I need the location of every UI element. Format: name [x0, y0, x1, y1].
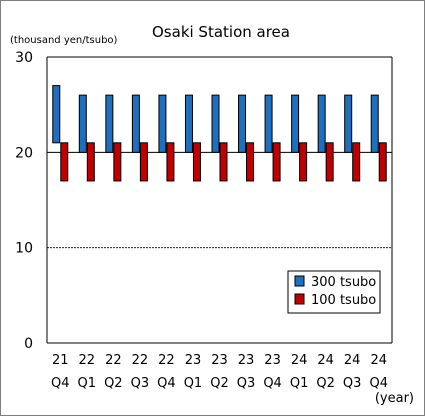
y-tick-label: 30	[15, 50, 33, 66]
x-tick-year: 24	[370, 353, 387, 368]
bar-100-tsubo	[60, 142, 69, 182]
bar-100-tsubo	[352, 142, 361, 182]
x-tick-year: 23	[211, 353, 228, 368]
y-tick-label: 10	[15, 241, 33, 257]
x-tick-year: 23	[238, 353, 255, 368]
x-tick-quarter: Q1	[290, 376, 309, 391]
x-tick-year: 24	[291, 353, 308, 368]
x-tick-quarter: Q4	[369, 376, 388, 391]
x-tick-quarter: Q3	[131, 376, 150, 391]
bar-300-tsubo	[52, 85, 61, 144]
x-tick-year: 21	[52, 353, 69, 368]
bar-100-tsubo	[86, 142, 95, 182]
bar-300-tsubo	[370, 94, 379, 153]
bar-100-tsubo	[219, 142, 228, 182]
x-axis-ticks: 21 Q4 22 Q1 22 Q2 22 Q3 22 Q4 23 Q1 23 Q2 23 Q3 23 Q4 24 Q1…	[51, 353, 388, 391]
bar-300-tsubo	[238, 94, 247, 153]
y-axis-unit-label: (thousand yen/tsubo)	[10, 35, 118, 46]
legend-label: 300 tsubo	[311, 275, 376, 290]
bar-100-tsubo	[378, 142, 387, 182]
bar-300-tsubo	[184, 94, 193, 153]
x-tick-quarter: Q2	[316, 376, 335, 391]
x-tick-quarter: Q3	[237, 376, 256, 391]
legend: 300 tsubo 100 tsubo	[287, 270, 381, 314]
legend-swatch	[294, 293, 305, 305]
x-tick-year: 22	[105, 353, 122, 368]
bar-300-tsubo	[344, 94, 353, 153]
y-tick-label: 20	[15, 145, 33, 161]
bar-100-tsubo	[113, 142, 122, 182]
bar-300-tsubo	[211, 94, 220, 153]
x-tick-quarter: Q2	[210, 376, 229, 391]
bars	[52, 85, 387, 182]
bar-300-tsubo	[105, 94, 114, 153]
x-tick-quarter: Q4	[51, 376, 70, 391]
legend-label: 100 tsubo	[311, 293, 376, 308]
x-tick-year: 23	[264, 353, 281, 368]
x-tick-quarter: Q1	[184, 376, 203, 391]
x-tick-quarter: Q2	[104, 376, 123, 391]
bar-300-tsubo	[158, 94, 167, 153]
bar-100-tsubo	[272, 142, 281, 182]
x-tick-quarter: Q4	[157, 376, 176, 391]
axes	[46, 56, 393, 344]
bar-100-tsubo	[246, 142, 255, 182]
x-axis-unit-label: (year)	[375, 391, 414, 406]
x-tick-year: 22	[132, 353, 149, 368]
chart-title: Osaki Station area	[152, 23, 290, 41]
x-tick-year: 24	[317, 353, 334, 368]
bar-100-tsubo	[166, 142, 175, 182]
x-tick-year: 23	[185, 353, 202, 368]
x-tick-quarter: Q4	[263, 376, 282, 391]
y-tick-label: 0	[24, 336, 33, 352]
x-tick-year: 22	[79, 353, 96, 368]
x-tick-year: 22	[158, 353, 175, 368]
legend-swatch	[294, 275, 305, 287]
bar-300-tsubo	[78, 94, 87, 153]
bar-100-tsubo	[139, 142, 148, 182]
x-tick-quarter: Q3	[343, 376, 362, 391]
bar-300-tsubo	[264, 94, 273, 153]
x-tick-year: 24	[344, 353, 361, 368]
bar-300-tsubo	[291, 94, 300, 153]
y-axis-ticks: 0 10 20 30	[15, 50, 33, 352]
bar-100-tsubo	[192, 142, 201, 182]
bar-100-tsubo	[325, 142, 334, 182]
x-tick-quarter: Q1	[78, 376, 97, 391]
bar-300-tsubo	[131, 94, 140, 153]
bar-300-tsubo	[317, 94, 326, 153]
bar-100-tsubo	[299, 142, 308, 182]
